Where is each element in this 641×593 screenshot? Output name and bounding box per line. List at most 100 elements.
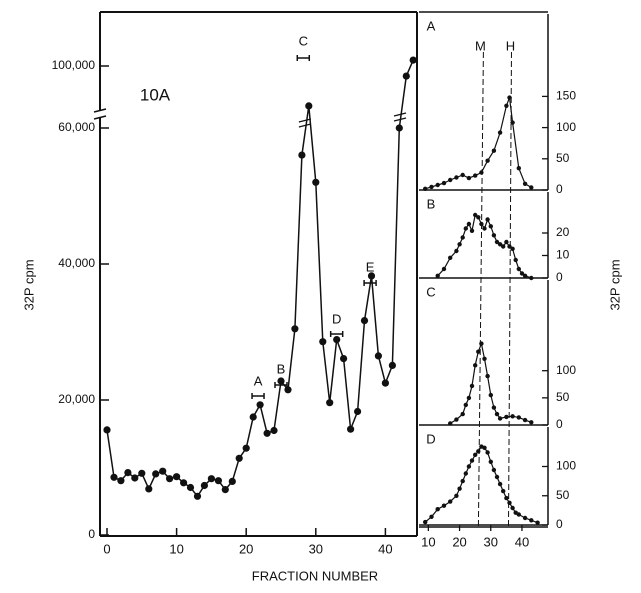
main-series-point: [193, 492, 202, 500]
axis-break-mark: [93, 108, 107, 113]
subpanel-series-point: [516, 415, 521, 420]
subpanel-y-tick-label: 150: [556, 89, 576, 103]
main-series-point: [131, 474, 139, 482]
subpanel-series-line: [424, 445, 538, 524]
subpanel-y-tick-label: 0: [556, 417, 563, 431]
data-break-mark: [298, 118, 312, 123]
y-tick-label: 100,000: [52, 58, 96, 72]
subpanel-series-point: [488, 459, 493, 464]
subpanel-series-point: [476, 349, 481, 354]
subpanel-series-point: [522, 417, 528, 423]
main-series-point: [284, 386, 292, 394]
subpanel-series-point: [494, 411, 500, 417]
subpanel-y-tick-label: 50: [556, 488, 570, 502]
main-series-point: [354, 407, 362, 416]
data-break-mark: [393, 112, 407, 117]
subpanel-series-point: [516, 266, 521, 272]
subpanel-series-point: [448, 177, 453, 183]
subpanel-series-point: [507, 95, 512, 100]
subpanel-series-point: [510, 505, 515, 511]
main-series-point: [291, 325, 299, 333]
x-axis-label: FRACTION NUMBER: [252, 568, 378, 583]
subpanel-series-point: [457, 242, 462, 247]
subpanel-series-point: [441, 266, 447, 272]
subpanel-y-tick-label: 0: [556, 270, 563, 284]
subpanel-y-tick-label: 100: [556, 120, 576, 134]
marker-line-H: [507, 51, 512, 528]
main-series-point: [312, 178, 320, 186]
y-tick-label: 0: [88, 527, 95, 541]
subpanel-series-line: [449, 341, 532, 424]
subpanel-series-point: [491, 148, 497, 153]
main-series-point: [298, 151, 306, 159]
main-series-point: [235, 454, 243, 462]
main-series-point: [228, 477, 236, 485]
subpanel-series-point: [460, 235, 465, 240]
subpanel-series-point: [504, 103, 509, 109]
main-series-point: [242, 444, 250, 452]
subpanel-series-point: [435, 182, 440, 188]
subpanel-series-point: [507, 244, 512, 249]
main-series-point: [159, 467, 167, 475]
main-series-point: [409, 56, 417, 64]
subpanel-letter: D: [426, 431, 435, 446]
subpanel-series-point: [435, 507, 440, 512]
subpanel-series-point: [529, 420, 534, 425]
subpanel-series-point: [482, 445, 487, 450]
subpanel-series-point: [488, 224, 493, 229]
data-break-mark: [298, 123, 312, 128]
subpanel-series-point: [423, 519, 428, 525]
main-series-point: [256, 401, 264, 409]
subpanel-series-point: [522, 515, 528, 521]
subpanel-series-point: [473, 452, 478, 457]
x-tick-label: 40: [378, 541, 392, 556]
subpanel-y-tick-label: 10: [556, 248, 570, 262]
subpanel-series-point: [529, 275, 534, 281]
subpanel-series-point: [535, 520, 540, 525]
marker-line-M: [477, 51, 484, 528]
subpanel-series-point: [501, 244, 506, 249]
marker-label-M: M: [475, 38, 486, 53]
subpanel-series-point: [504, 414, 509, 420]
main-series-point: [263, 429, 271, 437]
subpanel-x-tick-label: 10: [421, 534, 435, 549]
subpanel-series-point: [454, 248, 459, 254]
main-series-point: [395, 124, 403, 132]
subpanel-series-point: [473, 363, 478, 368]
annotation-label: A: [254, 373, 263, 388]
y-tick-label: 20,000: [58, 392, 95, 406]
subpanel-series-point: [497, 242, 503, 247]
panel-title: 10A: [140, 85, 171, 104]
subpanel-x-tick-label: 40: [515, 534, 529, 549]
subpanel-series-point: [463, 226, 468, 231]
main-series-point: [367, 272, 376, 280]
subpanel-series-point: [473, 173, 478, 178]
subpanel-series-point: [448, 421, 453, 426]
y-tick-label: 40,000: [58, 256, 95, 270]
subpanel-series-point: [494, 474, 500, 480]
main-series-point: [166, 475, 174, 483]
subpanel-series-point: [460, 172, 465, 178]
subpanel-y-tick-label: 50: [556, 390, 570, 404]
main-series-point: [277, 377, 285, 385]
subpanel-series-point: [507, 500, 512, 505]
subpanel-series-point: [423, 186, 428, 191]
main-series-point: [152, 470, 160, 478]
subpanel-series-point: [510, 414, 515, 419]
main-series-point: [214, 477, 222, 485]
main-series-point: [381, 379, 389, 387]
subpanel-series-point: [491, 405, 497, 410]
main-series-point: [103, 426, 111, 434]
main-series-point: [173, 473, 181, 481]
annotation-label: E: [366, 259, 375, 274]
subpanel-series-point: [485, 373, 490, 379]
subpanel-series-point: [435, 273, 440, 278]
subpanel-series-point: [454, 175, 459, 180]
subpanel-series-point: [519, 271, 525, 276]
main-series-point: [347, 425, 355, 433]
subpanel-series-point: [529, 185, 534, 190]
main-series-point: [124, 469, 132, 477]
subpanel-series-point: [441, 503, 447, 508]
subpanel-series-point: [479, 170, 484, 175]
subpanel-series-point: [466, 175, 472, 181]
